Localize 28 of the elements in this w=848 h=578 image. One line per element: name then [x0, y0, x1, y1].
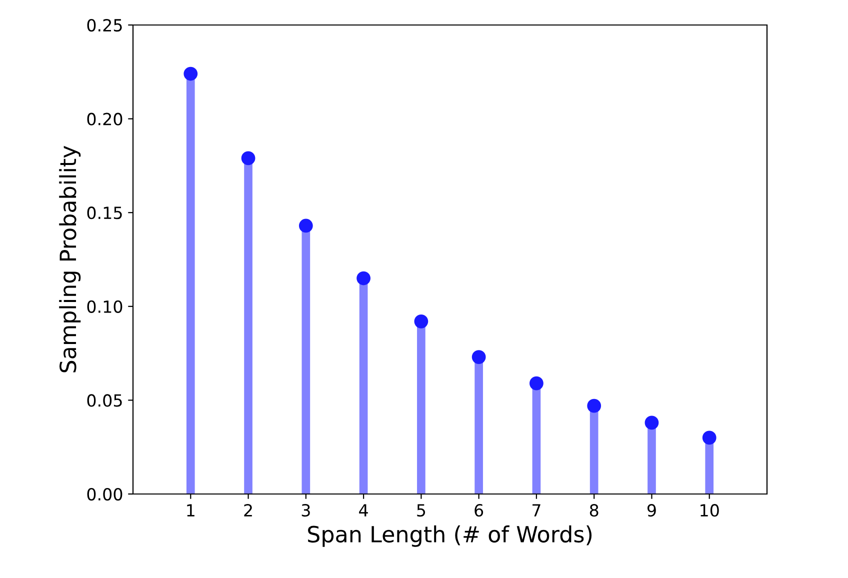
y-tick-label: 0.00: [87, 488, 122, 501]
x-tick-label: 2: [244, 504, 252, 516]
x-tick-label: 3: [302, 504, 310, 517]
point: [414, 314, 428, 328]
point: [184, 66, 198, 81]
y-tick-label: 0.05: [87, 394, 122, 407]
x-axis-title: Span Length (# of Words): [308, 525, 592, 547]
point: [530, 376, 544, 390]
x-tick-label: 7: [532, 504, 540, 516]
x-tick-label: 6: [474, 504, 484, 517]
y-tick-label: 0.25: [87, 18, 122, 32]
point: [702, 430, 716, 445]
x-tick-label: 10: [700, 504, 719, 517]
y-tick-label: 0.20: [87, 112, 122, 126]
x-tick-label: 4: [359, 504, 368, 516]
point: [356, 271, 370, 286]
point: [472, 350, 486, 364]
point: [298, 218, 313, 233]
point: [644, 416, 659, 430]
y-axis-title: Sampling Probability: [59, 146, 81, 372]
y-tick-label: 0.10: [87, 300, 122, 313]
x-tick-label: 9: [647, 504, 656, 517]
point: [587, 398, 602, 413]
x-tick-label: 1: [187, 504, 194, 516]
x-tick-label: 5: [417, 504, 426, 517]
y-tick-label: 0.15: [87, 206, 122, 220]
x-tick-label: 8: [590, 504, 598, 517]
point: [241, 151, 256, 166]
